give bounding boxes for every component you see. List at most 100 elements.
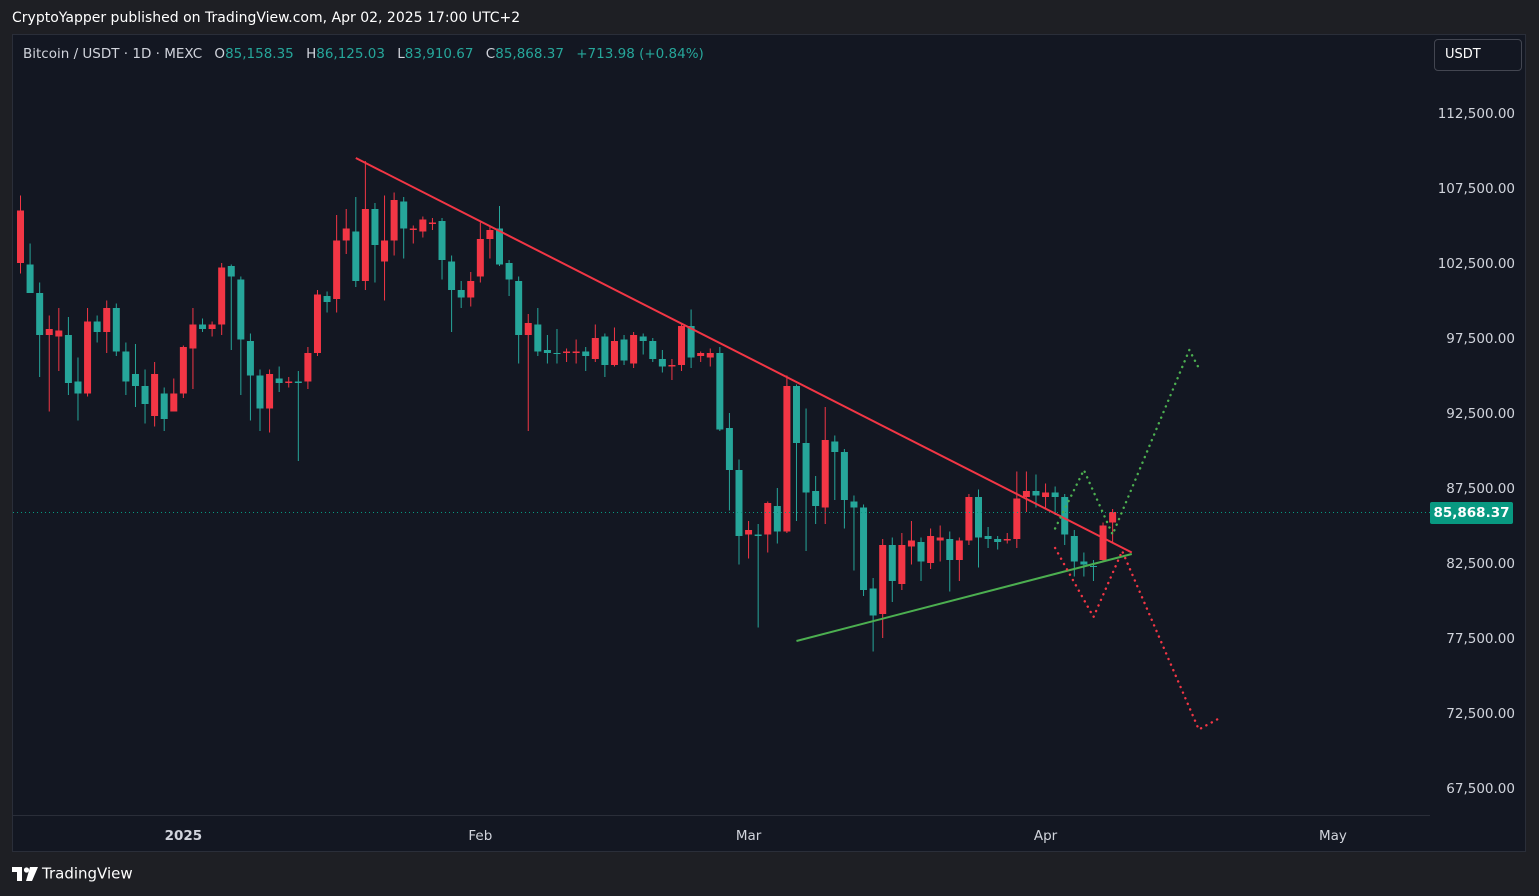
candle-body[interactable]: [1013, 498, 1021, 540]
candle-body[interactable]: [93, 321, 101, 333]
candle-body[interactable]: [831, 441, 839, 453]
candle-body[interactable]: [936, 537, 944, 541]
candle-body[interactable]: [246, 341, 254, 376]
candle-body[interactable]: [438, 221, 446, 260]
candle-body[interactable]: [160, 393, 168, 420]
candle-body[interactable]: [103, 308, 111, 332]
candle-body[interactable]: [400, 201, 408, 229]
candle-body[interactable]: [112, 308, 120, 352]
candle-body[interactable]: [505, 263, 513, 280]
candle-body[interactable]: [496, 228, 503, 265]
candle-body[interactable]: [735, 470, 743, 536]
candle-body[interactable]: [888, 545, 896, 581]
candle-body[interactable]: [515, 281, 523, 335]
candle-body[interactable]: [131, 374, 139, 386]
candle-body[interactable]: [984, 536, 992, 539]
candle-body[interactable]: [725, 428, 733, 470]
candle-body[interactable]: [792, 386, 800, 443]
candle-body[interactable]: [74, 381, 82, 394]
candle-body[interactable]: [36, 293, 44, 335]
candle-body[interactable]: [860, 507, 868, 591]
candle-body[interactable]: [371, 209, 379, 245]
candle-body[interactable]: [208, 324, 216, 330]
candle-body[interactable]: [151, 374, 159, 416]
candle-body[interactable]: [1061, 497, 1069, 535]
candle-body[interactable]: [783, 386, 791, 532]
bearish-projection-path[interactable]: [1053, 546, 1220, 732]
candle-body[interactable]: [543, 350, 551, 353]
candle-body[interactable]: [553, 353, 561, 354]
candle-body[interactable]: [1109, 512, 1117, 523]
candle-body[interactable]: [333, 240, 341, 300]
candle-body[interactable]: [179, 347, 187, 394]
candle-body[interactable]: [1042, 492, 1050, 498]
candle-body[interactable]: [1089, 566, 1097, 567]
support-trendline[interactable]: [796, 553, 1133, 642]
candle-body[interactable]: [486, 230, 494, 239]
candle-body[interactable]: [879, 545, 887, 614]
candle-body[interactable]: [975, 497, 982, 538]
candle-body[interactable]: [1051, 492, 1059, 498]
candle-body[interactable]: [17, 210, 24, 264]
candle-body[interactable]: [898, 545, 906, 584]
candle-body[interactable]: [658, 359, 666, 367]
candle-body[interactable]: [994, 539, 1002, 542]
candle-body[interactable]: [610, 341, 618, 365]
candle-body[interactable]: [1032, 491, 1040, 496]
candle-body[interactable]: [869, 588, 877, 616]
candle-body[interactable]: [64, 335, 72, 383]
candle-body[interactable]: [697, 353, 705, 356]
candle-body[interactable]: [285, 381, 293, 384]
bullish-projection-path[interactable]: [1053, 347, 1200, 538]
candle-body[interactable]: [170, 393, 178, 412]
candle-body[interactable]: [1099, 525, 1107, 561]
symbol-name[interactable]: Bitcoin / USDT · 1D · MEXC: [23, 46, 203, 62]
candle-body[interactable]: [630, 335, 638, 364]
candle-body[interactable]: [342, 228, 350, 241]
candle-body[interactable]: [45, 329, 53, 335]
candle-body[interactable]: [927, 536, 935, 563]
candle-body[interactable]: [141, 386, 149, 404]
candle-body[interactable]: [773, 506, 781, 532]
candle-body[interactable]: [409, 228, 417, 231]
candle-body[interactable]: [84, 321, 92, 394]
resistance-trendline[interactable]: [355, 157, 1133, 554]
candle-body[interactable]: [764, 503, 772, 535]
candle-body[interactable]: [1070, 536, 1078, 562]
candle-body[interactable]: [620, 339, 628, 361]
candle-body[interactable]: [199, 324, 207, 330]
candle-body[interactable]: [678, 326, 686, 365]
candle-body[interactable]: [812, 491, 820, 506]
candle-body[interactable]: [237, 279, 245, 340]
candle-body[interactable]: [754, 534, 762, 537]
candle-body[interactable]: [946, 539, 954, 560]
candle-body[interactable]: [745, 530, 753, 535]
candle-body[interactable]: [534, 324, 542, 352]
candle-body[interactable]: [467, 281, 475, 298]
candle-body[interactable]: [965, 497, 973, 541]
candle-body[interactable]: [381, 240, 389, 262]
candle-body[interactable]: [687, 326, 695, 358]
candle-body[interactable]: [582, 351, 590, 357]
candle-body[interactable]: [313, 294, 321, 354]
candle-body[interactable]: [476, 239, 484, 277]
candlestick-chart[interactable]: 112,500.00 107,500.00 102,500.00 97,500.00 9…: [13, 35, 1526, 852]
candle-body[interactable]: [563, 351, 571, 354]
footer-brand[interactable]: TradingView: [12, 864, 133, 883]
candle-body[interactable]: [524, 323, 532, 335]
candle-body[interactable]: [1080, 561, 1088, 565]
candle-body[interactable]: [821, 440, 829, 508]
candle-body[interactable]: [304, 353, 312, 382]
candle-body[interactable]: [716, 353, 724, 430]
candle-body[interactable]: [275, 378, 283, 384]
candle-body[interactable]: [352, 231, 360, 282]
candle-body[interactable]: [639, 336, 647, 342]
candle-body[interactable]: [361, 209, 369, 281]
candle-body[interactable]: [266, 374, 274, 409]
candle-body[interactable]: [428, 222, 436, 225]
candle-body[interactable]: [668, 365, 676, 367]
candle-body[interactable]: [122, 351, 130, 382]
candle-body[interactable]: [649, 341, 657, 359]
candle-body[interactable]: [256, 375, 264, 409]
candle-body[interactable]: [457, 290, 465, 298]
